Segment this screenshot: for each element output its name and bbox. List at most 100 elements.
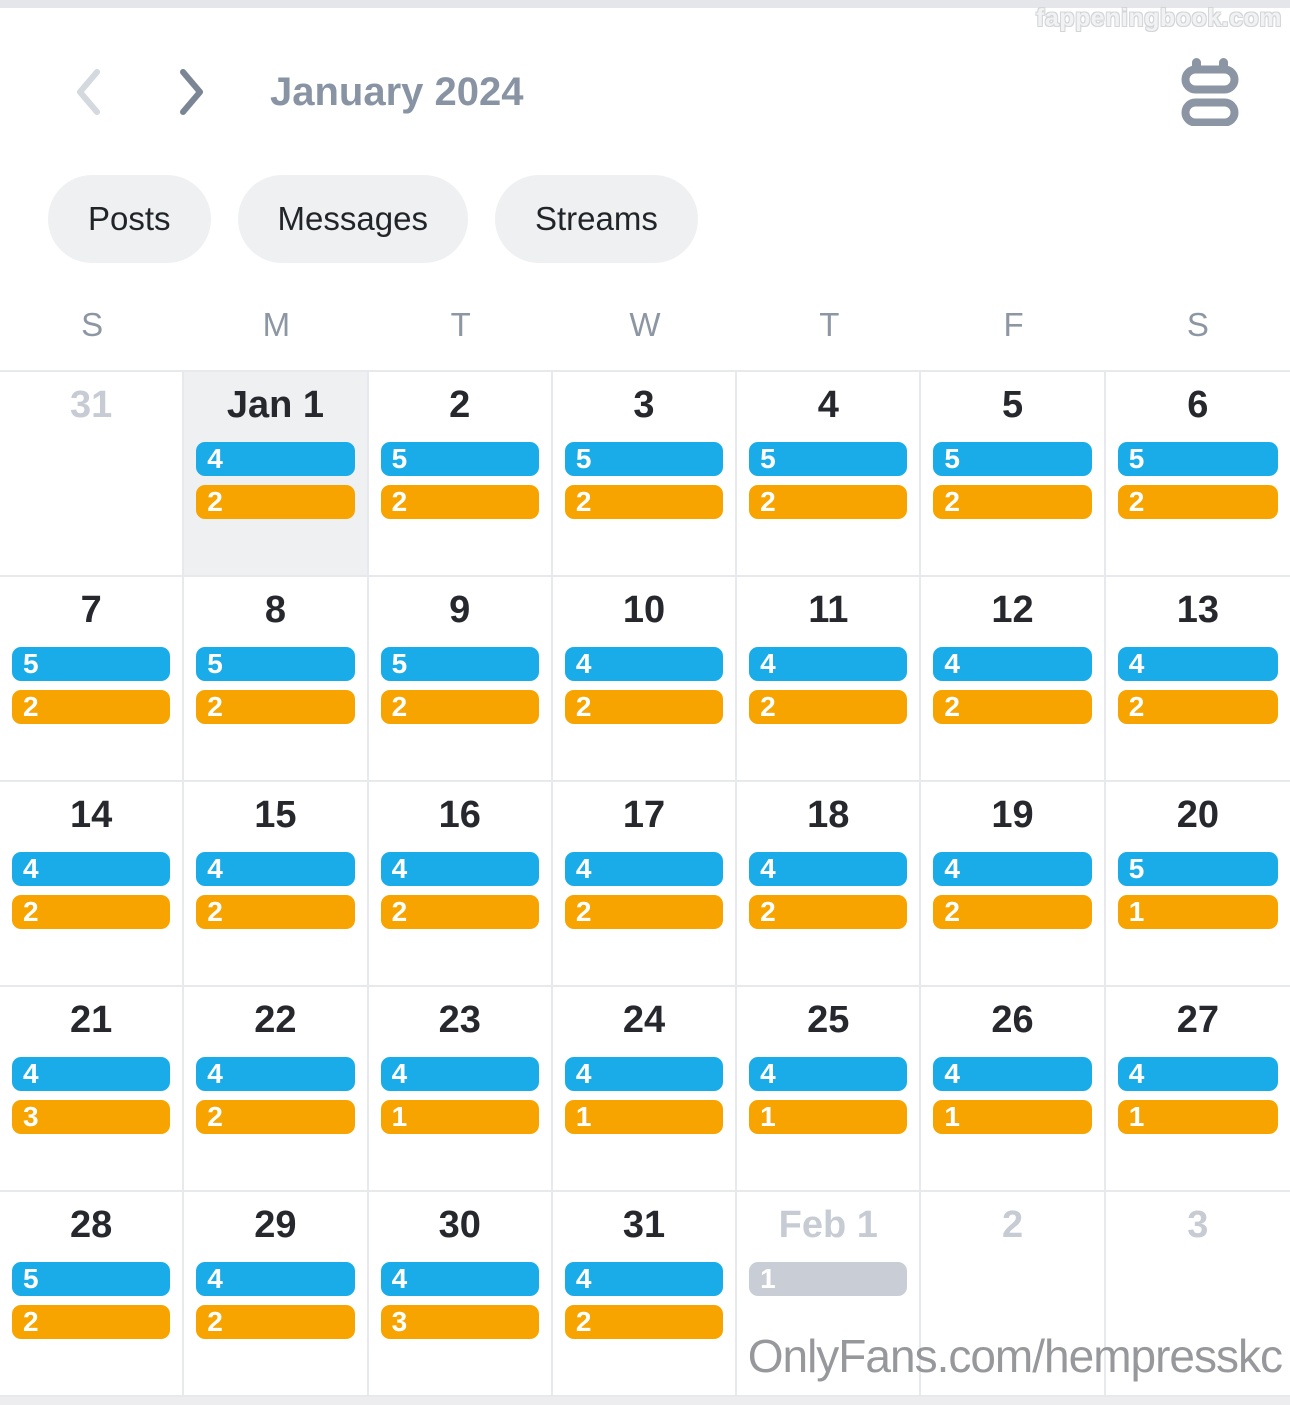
day-cell-15[interactable]: 15 4 2 xyxy=(184,782,369,987)
day-cell-24[interactable]: 24 4 1 xyxy=(552,987,738,1192)
day-cell-19[interactable]: 19 4 2 xyxy=(921,782,1106,987)
posts-count-badge: 4 xyxy=(196,852,355,886)
day-cell-13[interactable]: 13 4 2 xyxy=(1105,577,1290,782)
messages-count-badge: 2 xyxy=(749,485,908,519)
day-number: 10 xyxy=(622,589,666,631)
top-strip xyxy=(0,0,1290,8)
messages-count-badge: 2 xyxy=(749,895,908,929)
day-cell-22[interactable]: 22 4 2 xyxy=(184,987,369,1192)
day-cell-2[interactable]: 2 xyxy=(921,1192,1106,1397)
day-cell-11[interactable]: 11 4 2 xyxy=(737,577,922,782)
day-number: Feb 1 xyxy=(778,1204,878,1246)
day-cell-25[interactable]: 25 4 1 xyxy=(737,987,922,1192)
day-cell-14[interactable]: 14 4 2 xyxy=(0,782,185,987)
day-cell-3[interactable]: 3 xyxy=(1105,1192,1290,1397)
posts-count-badge: 4 xyxy=(564,852,724,886)
bottom-strip xyxy=(0,1397,1290,1405)
posts-count-badge: 4 xyxy=(564,1057,724,1091)
posts-count-badge: 4 xyxy=(564,647,724,681)
messages-count-badge: 2 xyxy=(1117,485,1278,519)
chevron-left-icon xyxy=(77,69,100,115)
posts-count-badge: 4 xyxy=(749,647,908,681)
day-cell-27[interactable]: 27 4 1 xyxy=(1105,987,1290,1192)
messages-count-badge: 2 xyxy=(12,895,171,929)
messages-count-badge: 1 xyxy=(933,1100,1092,1134)
messages-count-badge: 2 xyxy=(933,485,1092,519)
messages-count-badge: 2 xyxy=(564,485,724,519)
prev-month-button[interactable] xyxy=(64,64,112,120)
watermark-top: fappeningbook.com xyxy=(1036,4,1282,32)
day-number: 8 xyxy=(264,589,286,631)
posts-count-badge: 4 xyxy=(196,1057,355,1091)
day-number: 2 xyxy=(1001,1204,1024,1246)
posts-count-badge: 4 xyxy=(933,852,1092,886)
day-number: 18 xyxy=(807,794,850,836)
day-badges: 1 xyxy=(737,1262,919,1296)
day-cell-17[interactable]: 17 4 2 xyxy=(552,782,738,987)
day-number: 27 xyxy=(1176,999,1219,1041)
day-cell-28[interactable]: 28 5 2 xyxy=(0,1192,185,1397)
day-cell-31[interactable]: 31 xyxy=(0,372,185,577)
day-cell-20[interactable]: 20 5 1 xyxy=(1105,782,1290,987)
day-cell-10[interactable]: 10 4 2 xyxy=(552,577,738,782)
day-cell-29[interactable]: 29 4 2 xyxy=(184,1192,369,1397)
messages-count-badge: 2 xyxy=(196,895,355,929)
messages-count-badge: 2 xyxy=(564,1305,724,1339)
filter-messages[interactable]: Messages xyxy=(237,175,468,263)
posts-count-badge: 4 xyxy=(12,1057,171,1091)
day-cell-12[interactable]: 12 4 2 xyxy=(921,577,1106,782)
messages-count-badge: 1 xyxy=(1117,1100,1278,1134)
day-number: 11 xyxy=(808,589,849,631)
day-number: 7 xyxy=(80,589,102,631)
posts-count-badge: 4 xyxy=(380,1262,539,1296)
messages-count-badge: 2 xyxy=(196,485,355,519)
day-cell-30[interactable]: 30 4 3 xyxy=(368,1192,553,1397)
day-cell-26[interactable]: 26 4 1 xyxy=(921,987,1106,1192)
day-cell-feb-1[interactable]: Feb 1 1 xyxy=(737,1192,922,1397)
filter-posts[interactable]: Posts xyxy=(48,175,211,263)
filter-streams[interactable]: Streams xyxy=(494,175,698,263)
day-cell-23[interactable]: 23 4 1 xyxy=(368,987,553,1192)
weekday-header: S xyxy=(1186,306,1209,343)
day-cell-16[interactable]: 16 4 2 xyxy=(368,782,553,987)
day-cell-21[interactable]: 21 4 3 xyxy=(0,987,185,1192)
messages-count-badge: 2 xyxy=(933,895,1092,929)
day-number: 24 xyxy=(622,999,666,1041)
day-number: 17 xyxy=(622,794,666,836)
day-number: Jan 1 xyxy=(226,384,324,426)
day-number: 4 xyxy=(817,384,839,426)
day-number: 28 xyxy=(70,1204,113,1246)
day-number: 5 xyxy=(1001,384,1024,426)
weekday-header: S xyxy=(81,306,104,343)
day-number: 19 xyxy=(991,794,1034,836)
day-number: 14 xyxy=(70,794,113,836)
day-cell-31[interactable]: 31 4 2 xyxy=(552,1192,738,1397)
posts-count-badge: 4 xyxy=(380,1057,539,1091)
day-number: 15 xyxy=(254,794,297,836)
day-number: 16 xyxy=(438,794,481,836)
posts-count-badge: 4 xyxy=(933,647,1092,681)
next-month-button[interactable] xyxy=(168,64,216,120)
day-cell-18[interactable]: 18 4 2 xyxy=(737,782,922,987)
calendar-view-toggle-button[interactable] xyxy=(1178,56,1242,128)
